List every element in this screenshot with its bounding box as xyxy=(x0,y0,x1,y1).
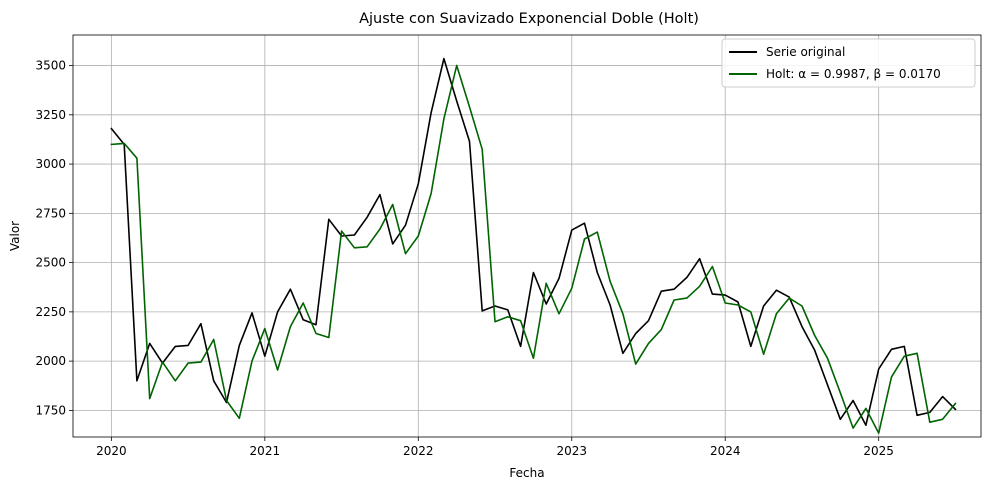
y-tick-label: 2250 xyxy=(35,305,66,319)
y-tick-label: 2500 xyxy=(35,256,66,270)
x-tick-label: 2021 xyxy=(250,444,281,458)
x-tick-label: 2024 xyxy=(710,444,741,458)
x-tick-label: 2025 xyxy=(863,444,894,458)
legend-label-original: Serie original xyxy=(766,45,845,59)
chart-title: Ajuste con Suavizado Exponencial Doble (… xyxy=(359,11,699,27)
y-tick-label: 2750 xyxy=(35,206,66,220)
legend-box xyxy=(721,38,976,88)
x-axis-label: Fecha xyxy=(509,466,544,480)
y-axis-label: Valor xyxy=(8,221,22,251)
series-line-holt xyxy=(110,64,957,434)
y-axis-ticks: 1750 2000 2250 2500 2750 3000 3250 3500 xyxy=(35,59,73,417)
y-tick-label: 1750 xyxy=(35,403,66,417)
x-tick-label: 2020 xyxy=(96,444,127,458)
y-gridlines xyxy=(73,65,981,411)
x-tick-label: 2023 xyxy=(556,444,587,458)
y-tick-label: 3250 xyxy=(35,108,66,122)
y-tick-label: 2000 xyxy=(35,354,66,368)
y-tick-label: 3000 xyxy=(35,157,66,171)
series-line-original xyxy=(110,57,957,427)
plot-frame xyxy=(72,34,982,438)
x-axis-ticks: 2020 2021 2022 2023 2024 2025 xyxy=(96,437,894,458)
legend: Serie original Holt: α = 0.9987, β = 0.0… xyxy=(721,38,976,88)
series-layer xyxy=(110,57,957,434)
x-tick-label: 2022 xyxy=(403,444,434,458)
y-tick-label: 3500 xyxy=(35,59,66,73)
legend-label-holt: Holt: α = 0.9987, β = 0.0170 xyxy=(766,67,941,81)
